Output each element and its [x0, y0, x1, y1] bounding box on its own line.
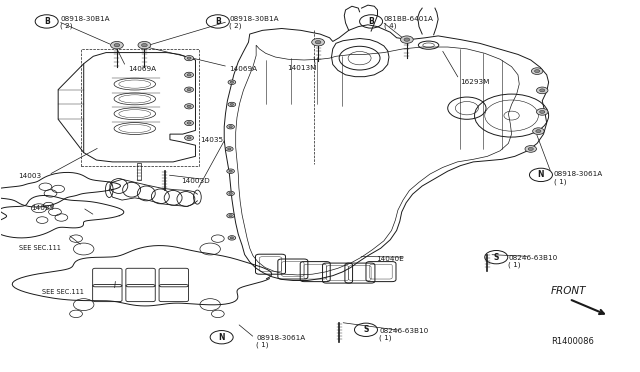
- Text: 14035: 14035: [200, 137, 224, 143]
- Circle shape: [230, 81, 234, 83]
- Circle shape: [184, 87, 193, 92]
- Text: 16293M: 16293M: [461, 78, 490, 84]
- Text: 08246-63B10
( 1): 08246-63B10 ( 1): [380, 328, 429, 341]
- Circle shape: [531, 68, 543, 74]
- Text: 14003: 14003: [19, 173, 42, 179]
- Circle shape: [525, 145, 536, 152]
- Circle shape: [536, 130, 541, 133]
- Circle shape: [111, 41, 124, 49]
- Text: B: B: [215, 17, 221, 26]
- Text: SEE SEC.111: SEE SEC.111: [19, 244, 60, 251]
- Circle shape: [229, 126, 232, 128]
- Text: N: N: [538, 170, 544, 179]
- Bar: [138, 163, 141, 180]
- Circle shape: [138, 41, 151, 49]
- Circle shape: [229, 192, 232, 195]
- Circle shape: [187, 137, 191, 139]
- Circle shape: [184, 121, 193, 126]
- Circle shape: [540, 89, 545, 92]
- Circle shape: [401, 36, 413, 43]
- Text: B: B: [44, 17, 49, 26]
- Text: 08918-3061A
( 1): 08918-3061A ( 1): [256, 335, 305, 349]
- Circle shape: [230, 237, 234, 239]
- Circle shape: [187, 122, 191, 124]
- Text: B: B: [368, 17, 374, 26]
- Text: 14040E: 14040E: [376, 256, 404, 262]
- Text: 08246-63B10
( 1): 08246-63B10 ( 1): [508, 254, 557, 268]
- Circle shape: [114, 44, 120, 47]
- Circle shape: [228, 102, 236, 107]
- Circle shape: [536, 109, 548, 115]
- Circle shape: [312, 38, 324, 46]
- Circle shape: [534, 70, 540, 73]
- Text: FRONT: FRONT: [551, 286, 587, 296]
- Text: N: N: [218, 333, 225, 342]
- Text: 08918-30B1A
( 2): 08918-30B1A ( 2): [60, 16, 109, 29]
- Circle shape: [229, 215, 232, 217]
- Circle shape: [230, 103, 234, 106]
- Circle shape: [227, 191, 234, 196]
- Circle shape: [228, 235, 236, 240]
- Circle shape: [184, 104, 193, 109]
- Text: 14069A: 14069A: [229, 65, 257, 71]
- Circle shape: [184, 72, 193, 77]
- Circle shape: [184, 55, 193, 61]
- Circle shape: [228, 148, 231, 150]
- Text: 08918-3061A
( 1): 08918-3061A ( 1): [554, 171, 603, 185]
- Circle shape: [528, 147, 533, 150]
- Circle shape: [540, 110, 545, 113]
- Circle shape: [227, 125, 234, 129]
- Text: S: S: [493, 253, 499, 262]
- Text: 14013M: 14013M: [287, 65, 316, 71]
- Circle shape: [532, 128, 544, 135]
- Circle shape: [187, 105, 191, 108]
- Circle shape: [404, 38, 410, 41]
- Text: R1400086: R1400086: [551, 337, 594, 346]
- Circle shape: [187, 57, 191, 59]
- Text: S: S: [364, 325, 369, 334]
- Circle shape: [227, 214, 234, 218]
- Circle shape: [316, 41, 321, 44]
- Circle shape: [141, 44, 147, 47]
- Circle shape: [187, 89, 191, 91]
- Circle shape: [225, 147, 233, 151]
- Circle shape: [229, 170, 232, 172]
- Text: 08918-30B1A
( 2): 08918-30B1A ( 2): [229, 16, 279, 29]
- Text: SEE SEC.111: SEE SEC.111: [42, 289, 84, 295]
- Circle shape: [227, 169, 234, 173]
- Circle shape: [187, 74, 191, 76]
- Circle shape: [536, 87, 548, 94]
- Text: 14069A: 14069A: [129, 65, 157, 71]
- Text: 081BB-6401A
( 4): 081BB-6401A ( 4): [384, 16, 434, 29]
- Text: 14003D: 14003D: [180, 178, 209, 184]
- Circle shape: [228, 80, 236, 84]
- Text: 14035: 14035: [31, 205, 54, 211]
- Circle shape: [184, 135, 193, 140]
